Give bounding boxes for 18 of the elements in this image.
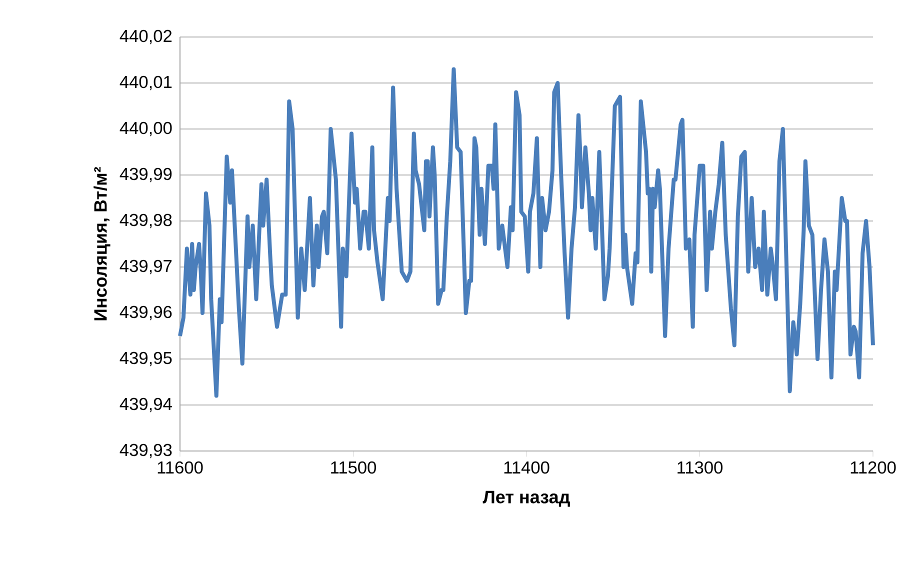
x-axis-title: Лет назад: [482, 490, 570, 507]
x-tick-label: 11600: [158, 461, 203, 474]
y-tick-label: 440,00: [120, 122, 172, 136]
y-tick-label: 440,01: [120, 76, 172, 90]
y-tick-label: 439,97: [120, 260, 172, 274]
y-tick-label: 439,93: [120, 444, 172, 458]
y-axis-title: Инсоляция, Вт/м²: [94, 166, 110, 320]
x-tick-label: 11500: [331, 461, 376, 474]
y-tick-label: 439,95: [120, 352, 172, 366]
y-tick-label: 440,02: [120, 30, 172, 44]
x-tick-label: 11300: [678, 461, 723, 474]
line-series: [178, 67, 875, 398]
y-tick-label: 439,99: [120, 168, 172, 182]
y-tick-label: 439,98: [120, 214, 172, 228]
y-tick-label: 439,96: [120, 306, 172, 320]
y-tick-label: 439,94: [120, 398, 172, 412]
x-tick-label: 11400: [504, 461, 550, 474]
x-tick-label: 11200: [850, 461, 896, 474]
